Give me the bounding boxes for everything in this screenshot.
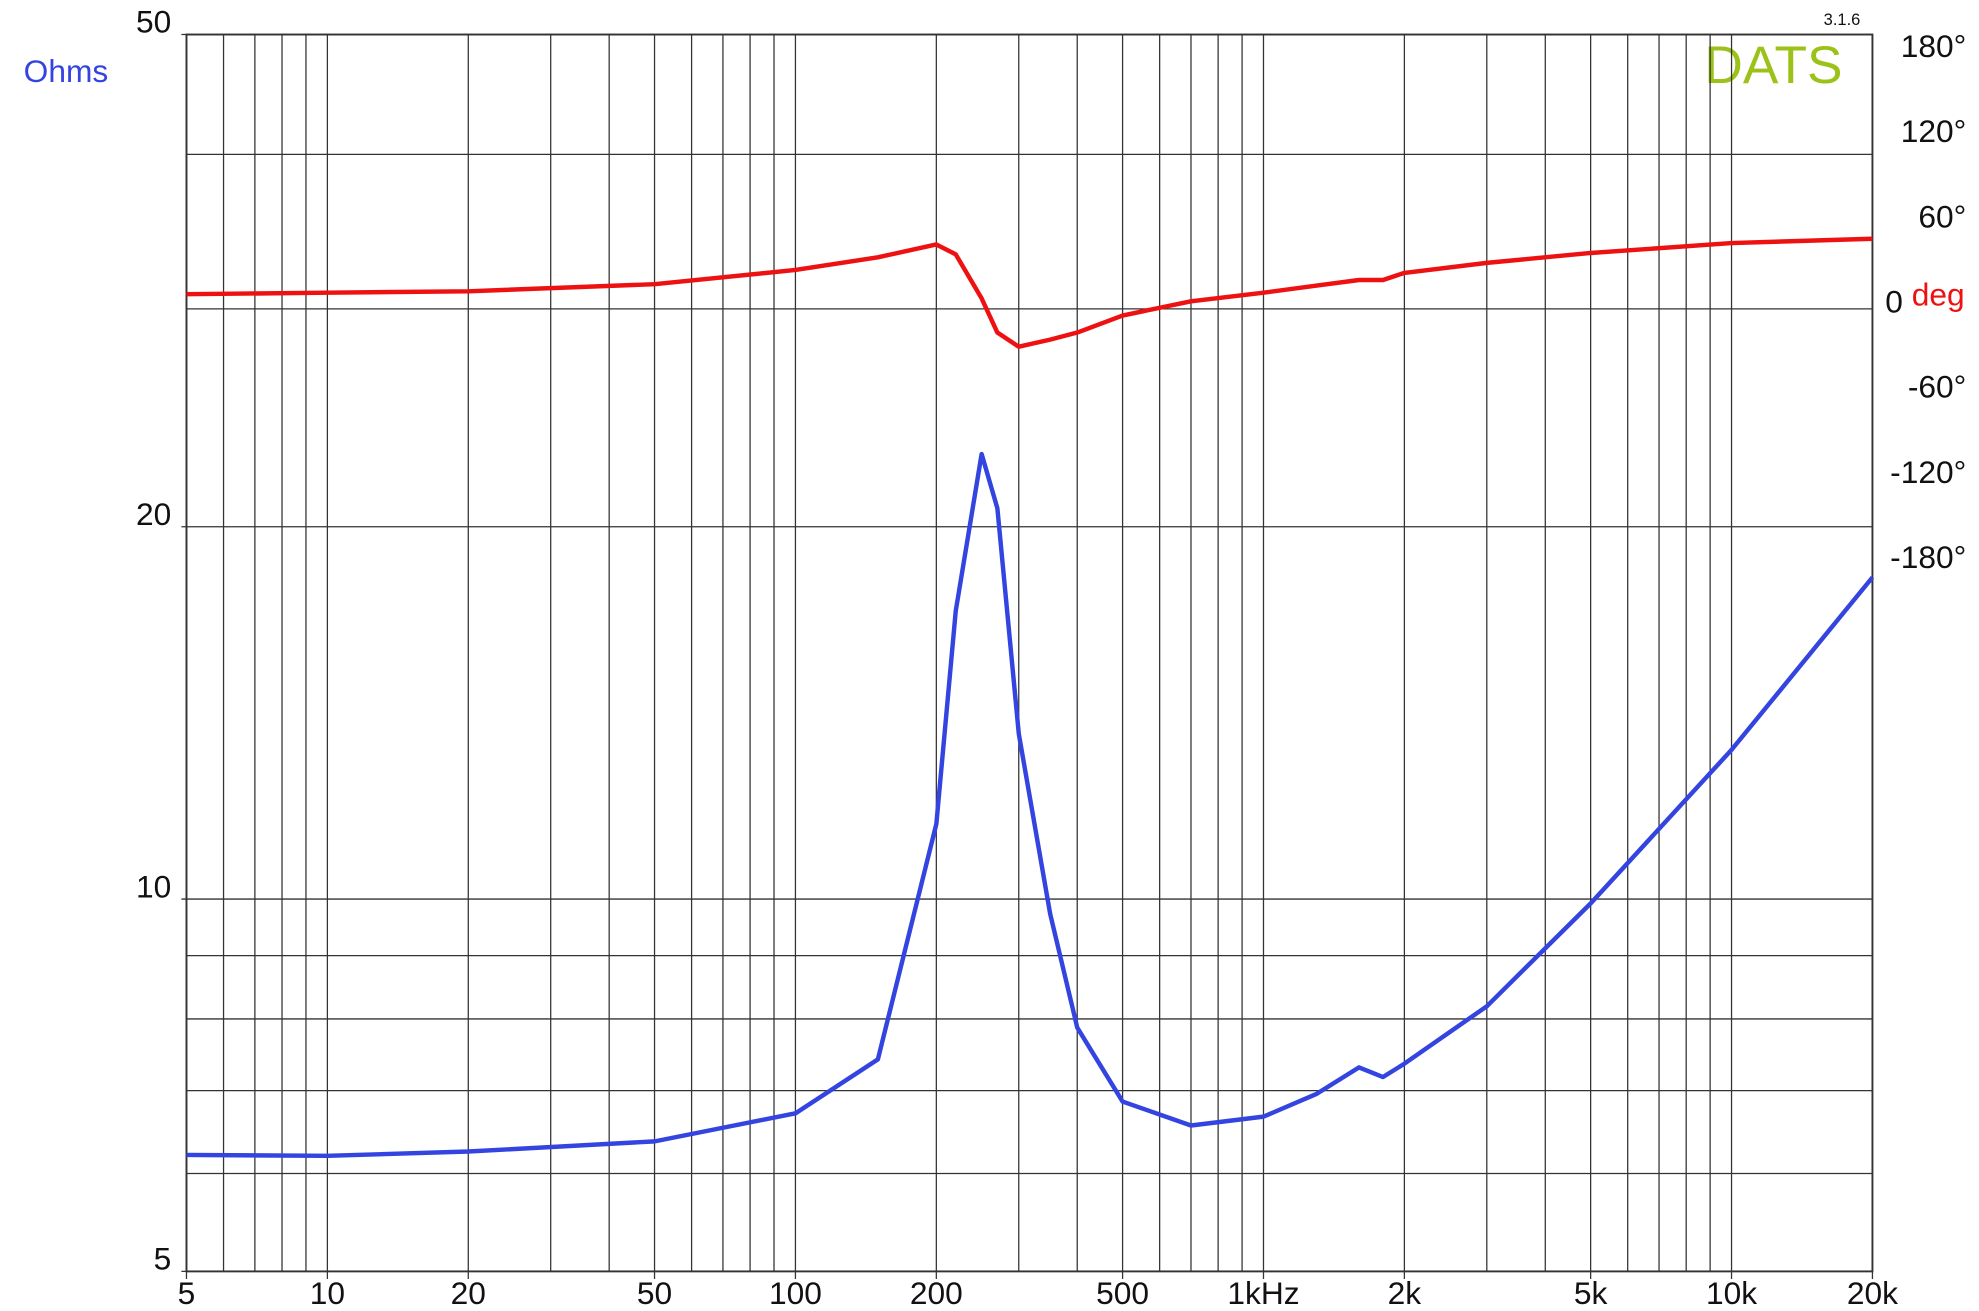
x-tick-label: 2k [1388, 1275, 1422, 1311]
y2-tick-label: -120° [1890, 454, 1966, 490]
y2-tick-label: -60° [1908, 369, 1967, 405]
version: 3.1.6 [1824, 11, 1861, 29]
y2-tick-label: 60° [1918, 198, 1966, 234]
plot-area [185, 33, 1874, 1273]
series-line [186, 451, 1875, 1159]
y2-tick-label: 0 [1885, 283, 1903, 319]
y-tick-label: 50 [136, 4, 171, 40]
x-tick-label: 100 [769, 1275, 822, 1311]
x-tick-label: 10 [310, 1275, 345, 1311]
x-tick-label: 200 [910, 1275, 963, 1311]
x-tick-label: 500 [1096, 1275, 1149, 1311]
x-tick-label: 20 [451, 1275, 486, 1311]
x-tick-label: 5k [1574, 1275, 1608, 1311]
x-tick-label: 20k [1847, 1275, 1898, 1311]
x-tick-label: 10k [1706, 1275, 1757, 1311]
x-tick-label: 5 [178, 1275, 196, 1311]
y2-tick-label: -180° [1890, 539, 1966, 575]
series-line [186, 236, 1873, 349]
y2-axis-label: deg [1912, 276, 1965, 312]
x-tick-label: 50 [637, 1275, 672, 1311]
y-tick-label: 5 [154, 1241, 172, 1277]
y-axis-label: Ohms [24, 53, 109, 89]
y-tick-label: 10 [136, 868, 171, 904]
brand: DATS [1704, 36, 1842, 95]
y2-tick-label: 180° [1901, 28, 1967, 64]
y-tick-label: 20 [136, 496, 171, 532]
x-tick-label: 1kHz [1227, 1275, 1299, 1311]
y2-tick-label: 120° [1901, 113, 1967, 149]
